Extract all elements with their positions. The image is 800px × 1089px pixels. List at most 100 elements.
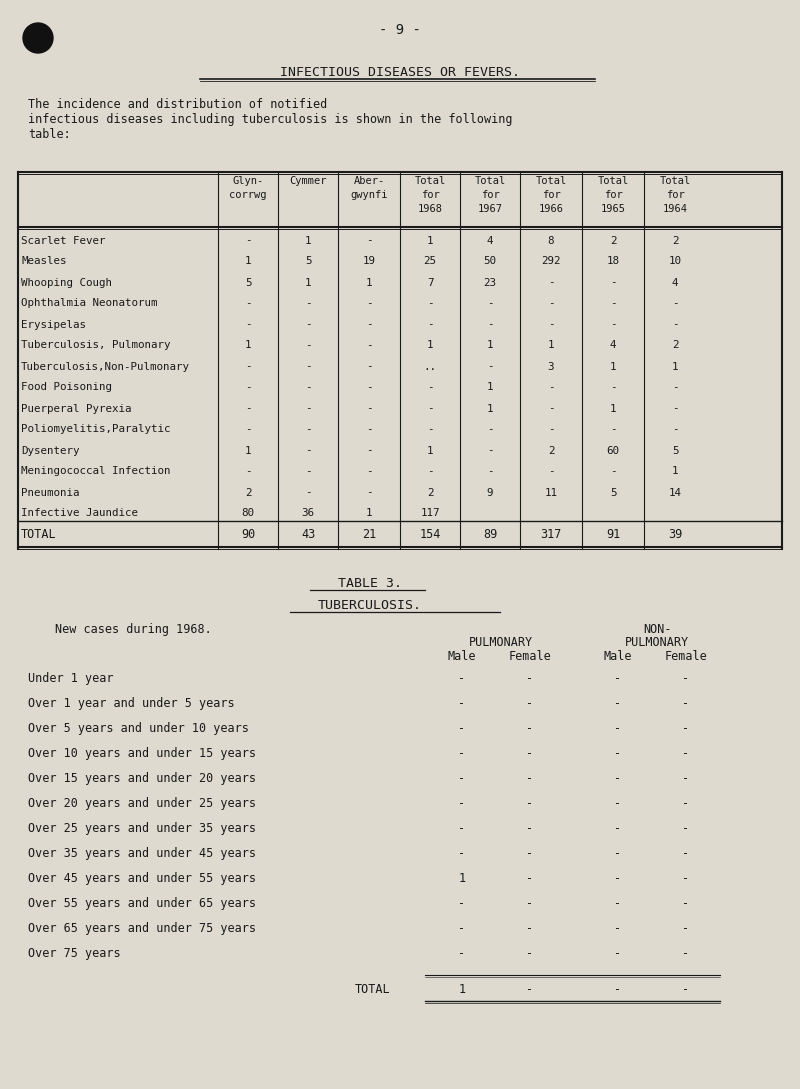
Text: 1: 1 — [426, 235, 434, 245]
Text: -: - — [610, 382, 616, 392]
Text: INFECTIOUS DISEASES OR FEVERS.: INFECTIOUS DISEASES OR FEVERS. — [280, 65, 520, 78]
Text: -: - — [458, 897, 466, 910]
Text: Dysentery: Dysentery — [21, 445, 79, 455]
Text: -: - — [526, 872, 534, 885]
Text: Ophthalmia Neonatorum: Ophthalmia Neonatorum — [21, 298, 158, 308]
Text: 1: 1 — [458, 872, 466, 885]
Text: NON-: NON- — [642, 623, 671, 636]
Text: 4: 4 — [610, 341, 616, 351]
Text: 292: 292 — [542, 257, 561, 267]
Text: -: - — [548, 404, 554, 414]
Text: -: - — [610, 425, 616, 435]
Text: 1: 1 — [610, 404, 616, 414]
Text: PULMONARY: PULMONARY — [625, 636, 689, 649]
Text: -: - — [245, 319, 251, 330]
Text: 1: 1 — [245, 257, 251, 267]
Text: Whooping Cough: Whooping Cough — [21, 278, 112, 287]
Text: -: - — [682, 797, 690, 810]
Text: -: - — [548, 298, 554, 308]
Text: -: - — [526, 722, 534, 735]
Text: -: - — [526, 672, 534, 685]
Text: 1: 1 — [458, 983, 466, 996]
Text: -: - — [245, 466, 251, 477]
Text: Under 1 year: Under 1 year — [28, 672, 114, 685]
Text: -: - — [526, 897, 534, 910]
Text: Tuberculosis,Non-Pulmonary: Tuberculosis,Non-Pulmonary — [21, 362, 190, 371]
Text: Tuberculosis, Pulmonary: Tuberculosis, Pulmonary — [21, 341, 170, 351]
Text: -: - — [682, 672, 690, 685]
Text: -: - — [366, 382, 372, 392]
Text: for: for — [666, 189, 684, 200]
Text: Male: Male — [448, 650, 476, 663]
Text: 2: 2 — [426, 488, 434, 498]
Text: -: - — [682, 772, 690, 785]
Text: -: - — [486, 362, 494, 371]
Text: 154: 154 — [419, 527, 441, 540]
Text: TOTAL: TOTAL — [355, 983, 390, 996]
Text: 23: 23 — [483, 278, 497, 287]
Text: 1: 1 — [305, 235, 311, 245]
Text: -: - — [305, 466, 311, 477]
Text: -: - — [426, 425, 434, 435]
Text: for: for — [542, 189, 560, 200]
Text: -: - — [614, 747, 622, 760]
Text: -: - — [682, 722, 690, 735]
Text: 4: 4 — [672, 278, 678, 287]
Text: Over 75 years: Over 75 years — [28, 947, 121, 960]
Text: -: - — [672, 404, 678, 414]
Text: 1: 1 — [426, 341, 434, 351]
Text: Over 5 years and under 10 years: Over 5 years and under 10 years — [28, 722, 249, 735]
Text: 18: 18 — [606, 257, 619, 267]
Text: -: - — [245, 382, 251, 392]
Text: -: - — [548, 466, 554, 477]
Text: The incidence and distribution of notified: The incidence and distribution of notifi… — [28, 98, 327, 111]
Text: -: - — [614, 822, 622, 835]
Text: 11: 11 — [545, 488, 558, 498]
Text: -: - — [614, 672, 622, 685]
Text: 90: 90 — [241, 527, 255, 540]
Text: -: - — [672, 298, 678, 308]
Text: -: - — [245, 298, 251, 308]
Text: 1: 1 — [245, 341, 251, 351]
Text: 117: 117 — [420, 509, 440, 518]
Text: -: - — [614, 872, 622, 885]
Text: -: - — [245, 404, 251, 414]
Text: Food Poisoning: Food Poisoning — [21, 382, 112, 392]
Text: -: - — [366, 404, 372, 414]
Text: -: - — [458, 747, 466, 760]
Text: -: - — [305, 488, 311, 498]
Text: -: - — [548, 425, 554, 435]
Text: TUBERCULOSIS.: TUBERCULOSIS. — [318, 599, 422, 612]
Text: 1968: 1968 — [418, 204, 442, 215]
Text: 60: 60 — [606, 445, 619, 455]
Text: for: for — [604, 189, 622, 200]
Text: -: - — [366, 362, 372, 371]
Text: 39: 39 — [668, 527, 682, 540]
Text: -: - — [486, 319, 494, 330]
Text: -: - — [305, 382, 311, 392]
Text: -: - — [526, 747, 534, 760]
Text: Erysipelas: Erysipelas — [21, 319, 86, 330]
Text: -: - — [486, 425, 494, 435]
Text: -: - — [682, 947, 690, 960]
Text: 9: 9 — [486, 488, 494, 498]
Text: -: - — [366, 445, 372, 455]
Text: Female: Female — [665, 650, 707, 663]
Text: -: - — [458, 847, 466, 860]
Text: Poliomyelitis,Paralytic: Poliomyelitis,Paralytic — [21, 425, 170, 435]
Text: Male: Male — [604, 650, 632, 663]
Text: Female: Female — [509, 650, 551, 663]
Text: 1: 1 — [672, 362, 678, 371]
Text: 36: 36 — [302, 509, 314, 518]
Text: -: - — [548, 382, 554, 392]
Text: -: - — [366, 466, 372, 477]
Text: -: - — [366, 298, 372, 308]
Text: 43: 43 — [301, 527, 315, 540]
Text: -: - — [682, 872, 690, 885]
Text: Total: Total — [598, 176, 629, 186]
Text: -: - — [610, 278, 616, 287]
Circle shape — [23, 23, 53, 53]
Text: -: - — [245, 362, 251, 371]
Text: -: - — [526, 922, 534, 935]
Text: -: - — [458, 672, 466, 685]
